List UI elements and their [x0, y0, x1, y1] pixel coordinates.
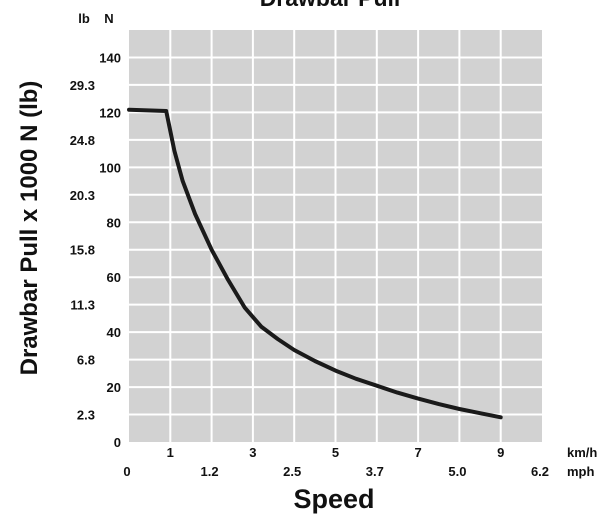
y-tick-label-n: 20 [107, 380, 121, 395]
y-unit-n: N [104, 11, 113, 26]
y-tick-label-lb: 6.8 [77, 353, 95, 368]
series-lines [127, 107, 503, 420]
y-tick-label-lb: 29.3 [70, 78, 95, 93]
y-tick-label-n: 40 [107, 325, 121, 340]
y-tick-label-lb: 24.8 [70, 133, 95, 148]
y-tick-label-lb: 2.3 [77, 408, 95, 423]
y-tick-label-n: 100 [99, 160, 121, 175]
y-tick-label-n: 120 [99, 105, 121, 120]
x-tick-label-mph: 3.7 [366, 464, 384, 479]
x-tick-label-mph: 1.2 [201, 464, 219, 479]
x-unit-kmh: km/h [567, 445, 597, 460]
x-tick-label-kmh: 5 [332, 445, 339, 460]
x-tick-label-mph: 0 [123, 464, 130, 479]
tick-labels: 0 20 40 60 80 100 120 140 2.3 6.8 11.3 15.8 20.3 24.8… [70, 50, 549, 479]
grid-lines [129, 30, 542, 442]
y-unit-lb: lb [78, 11, 90, 26]
y-tick-label-n: 0 [114, 435, 121, 450]
drawbar-pull-line [127, 107, 503, 420]
y-tick-label-lb: 20.3 [70, 188, 95, 203]
y-axis-label: Drawbar Pull x 1000 N (lb) [16, 81, 43, 376]
y-tick-label-n: 60 [107, 270, 121, 285]
x-tick-label-mph: 5.0 [448, 464, 466, 479]
x-tick-label-kmh: 7 [414, 445, 421, 460]
y-tick-label-n: 80 [107, 215, 121, 230]
chart-title: Drawbar Pull [260, 0, 401, 11]
x-tick-label-mph: 6.2 [531, 464, 549, 479]
x-tick-label-kmh: 9 [497, 445, 504, 460]
x-tick-label-kmh: 3 [249, 445, 256, 460]
x-tick-label-mph: 2.5 [283, 464, 301, 479]
x-unit-mph: mph [567, 464, 595, 479]
x-tick-label-kmh: 1 [167, 445, 174, 460]
y-tick-label-n: 140 [99, 50, 121, 65]
y-tick-label-lb: 15.8 [70, 243, 95, 258]
x-axis-label: Speed [293, 484, 374, 514]
y-tick-label-lb: 11.3 [70, 298, 95, 313]
